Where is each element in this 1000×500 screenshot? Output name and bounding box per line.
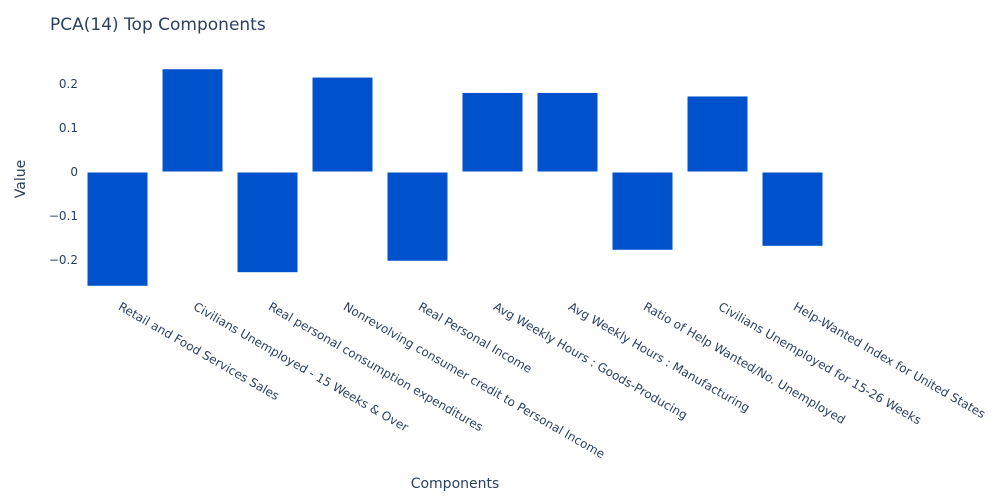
bar[interactable] bbox=[87, 172, 148, 286]
x-axis-title: Components bbox=[411, 476, 500, 492]
bar[interactable] bbox=[387, 172, 448, 261]
bar[interactable] bbox=[312, 77, 373, 173]
bar[interactable] bbox=[237, 172, 298, 273]
bar[interactable] bbox=[687, 96, 748, 173]
y-tick-label: 0 bbox=[70, 165, 78, 179]
y-tick-label: 0.1 bbox=[59, 121, 78, 135]
y-tick-label: −0.2 bbox=[49, 253, 78, 267]
y-tick-label: −0.1 bbox=[49, 209, 78, 223]
y-axis-ticks: 0.2 0.1 0 −0.1 −0.2 bbox=[49, 77, 78, 267]
chart-title: PCA(14) Top Components bbox=[50, 15, 266, 35]
bar[interactable] bbox=[762, 172, 823, 246]
bar[interactable] bbox=[162, 69, 223, 173]
bar[interactable] bbox=[612, 172, 673, 250]
bars-group bbox=[87, 69, 823, 286]
y-axis-title: Value bbox=[13, 160, 29, 198]
bar[interactable] bbox=[462, 92, 523, 173]
bar[interactable] bbox=[537, 92, 598, 173]
y-tick-label: 0.2 bbox=[59, 77, 78, 91]
